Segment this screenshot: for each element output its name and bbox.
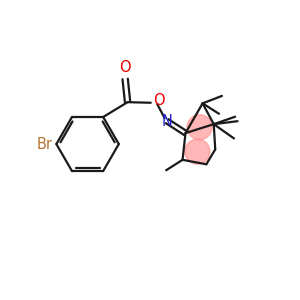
Text: O: O bbox=[153, 94, 164, 109]
Circle shape bbox=[185, 139, 210, 164]
Text: Br: Br bbox=[37, 136, 53, 152]
Circle shape bbox=[187, 115, 212, 140]
Text: N: N bbox=[162, 114, 172, 129]
Text: O: O bbox=[119, 59, 131, 74]
